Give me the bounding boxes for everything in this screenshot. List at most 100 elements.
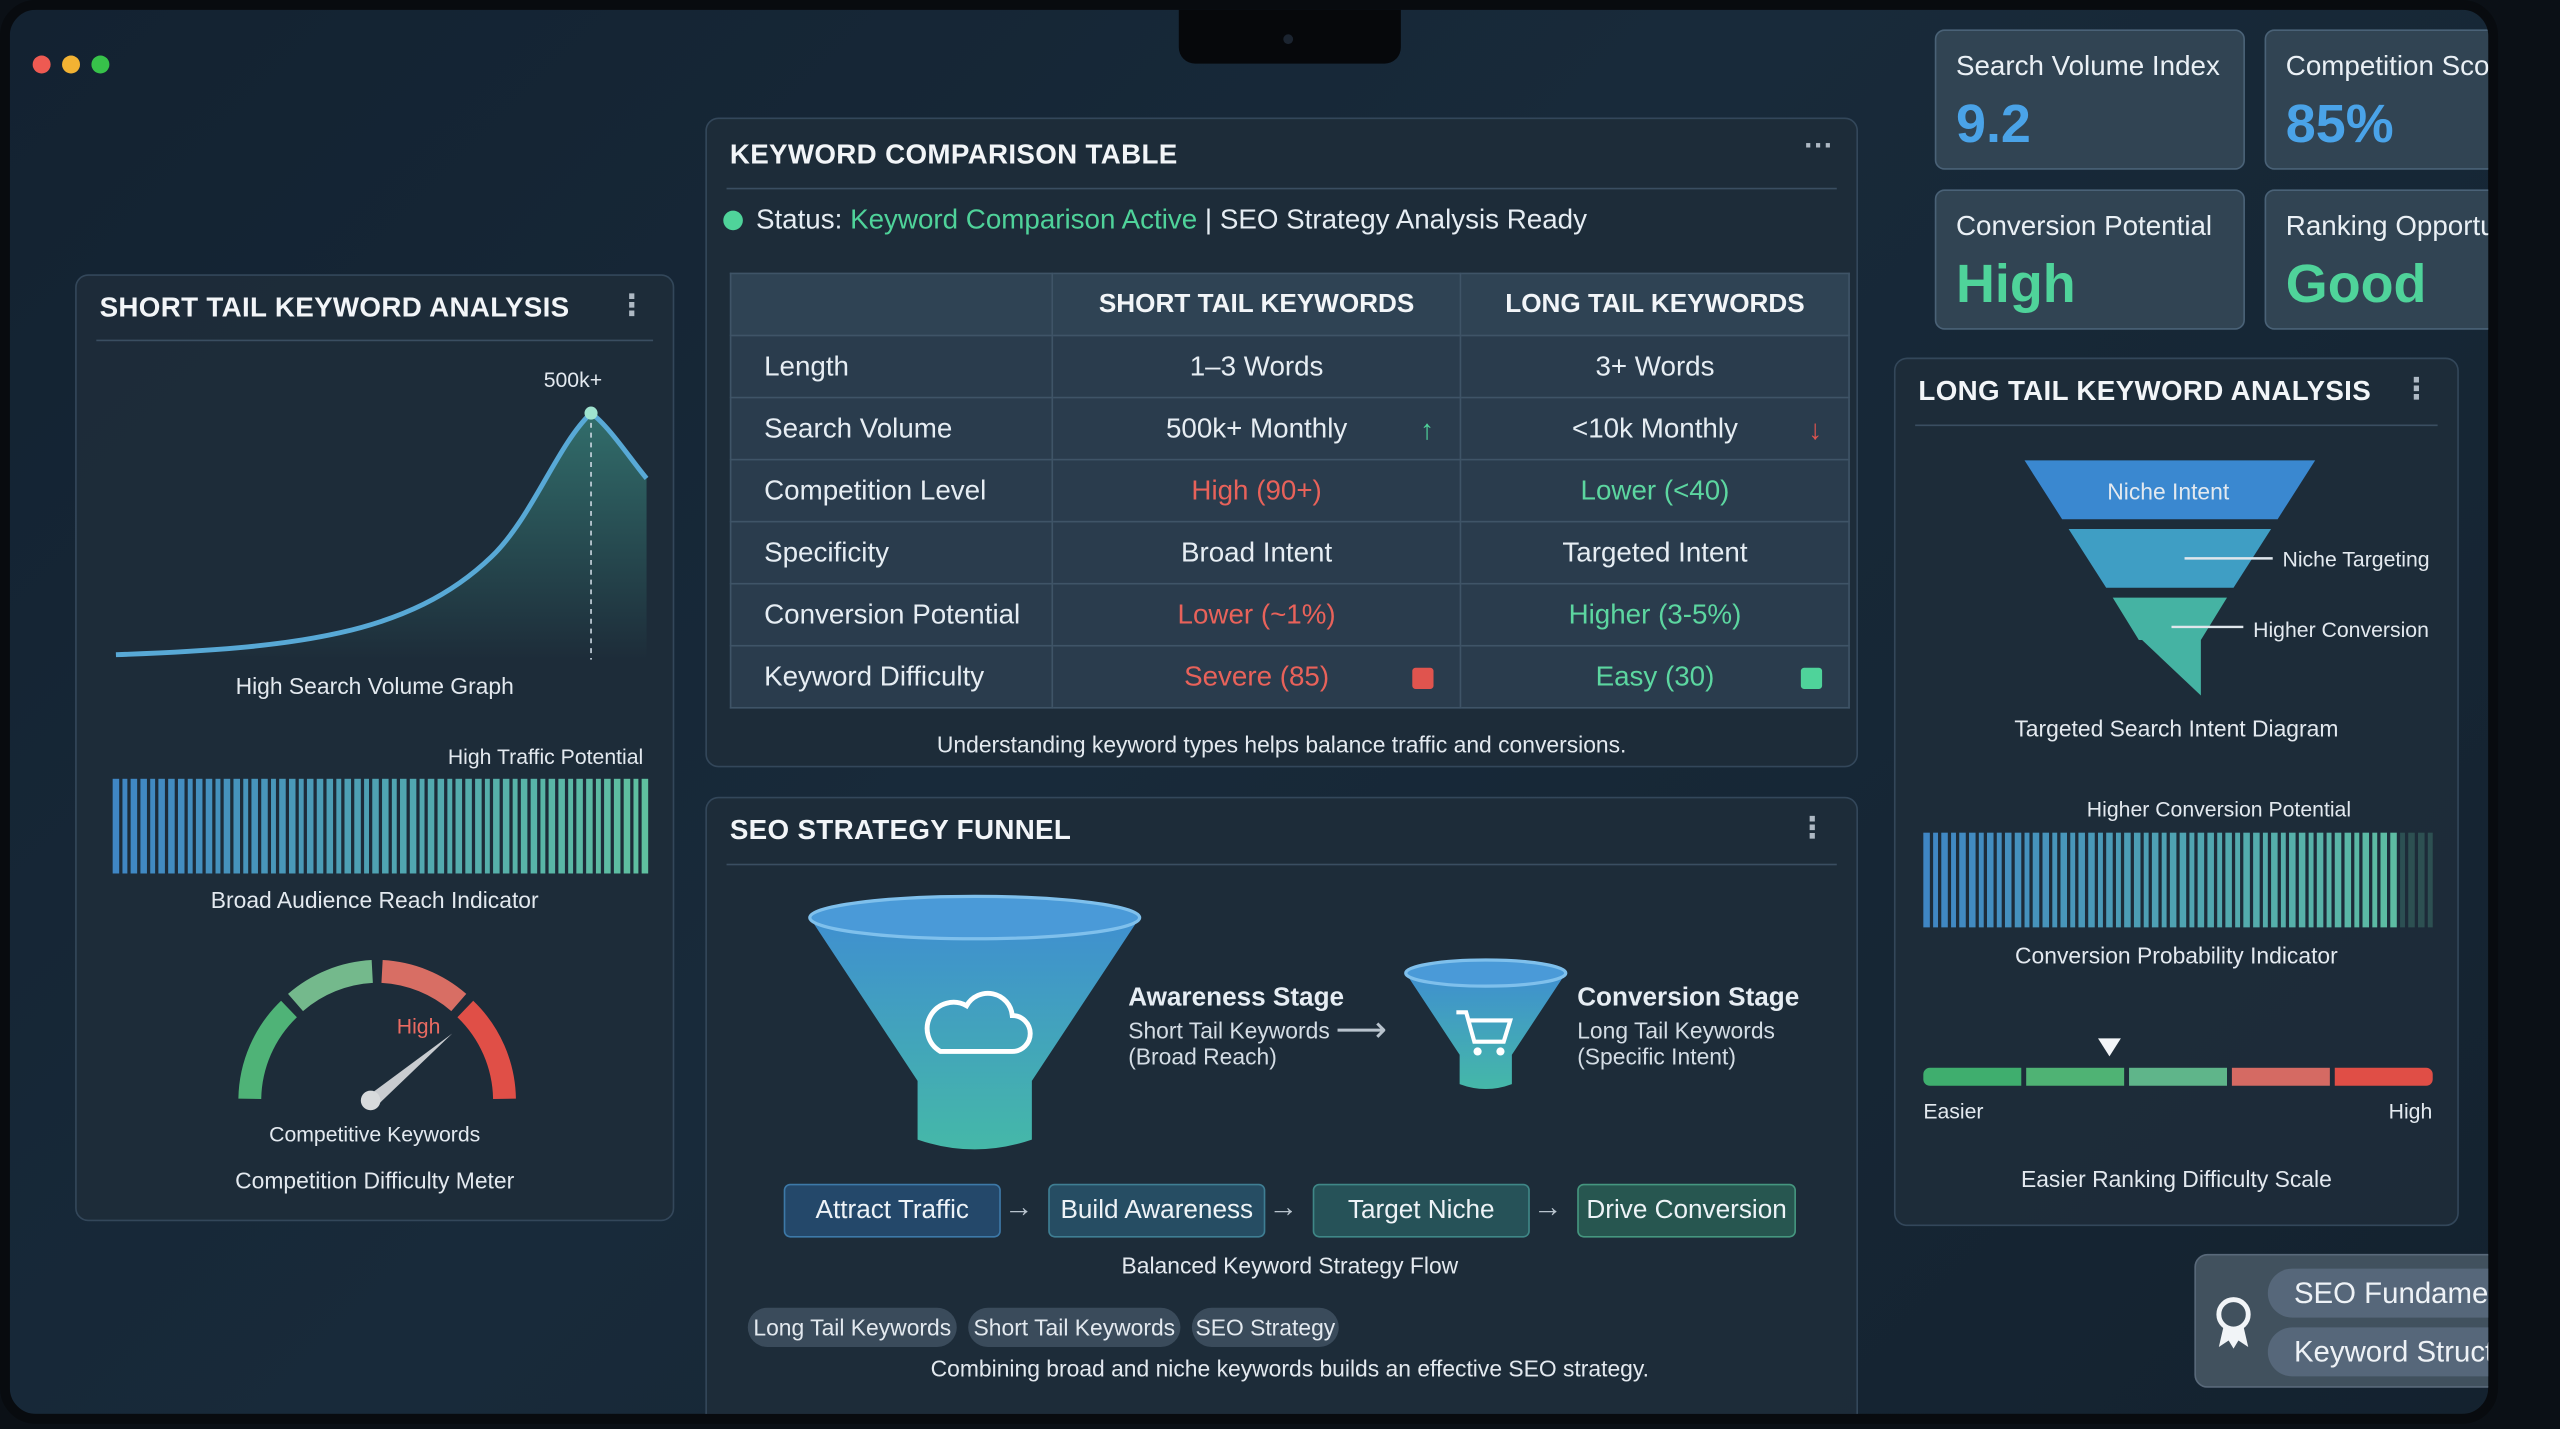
- indicator-bar: [391, 778, 398, 874]
- stat-label: Conversion Potential: [1955, 210, 2213, 242]
- indicator-bar: [214, 778, 221, 874]
- badge-item-seo-fundamentals[interactable]: SEO Fundamentals: [2267, 1268, 2489, 1318]
- awareness-title: Awareness Stage: [1128, 984, 1345, 1013]
- stat-value: High: [1955, 253, 2076, 314]
- indicator-bar: [1923, 832, 1930, 928]
- indicator-bar: [326, 778, 333, 874]
- indicator-bar: [140, 778, 147, 874]
- more-options-icon[interactable]: ⋮: [1797, 811, 1827, 845]
- indicator-bar: [270, 778, 277, 874]
- indicator-bar: [1969, 832, 1976, 928]
- search-intent-funnel: [2024, 460, 2316, 696]
- indicator-bar: [2097, 832, 2104, 928]
- divider: [96, 339, 654, 342]
- long-cell: <10k Monthly: [1572, 412, 1738, 444]
- indicator-bar: [186, 778, 193, 874]
- conversion-stage-text: Conversion Stage Long Tail Keywords (Spe…: [1577, 985, 1799, 1070]
- build-awareness-button[interactable]: Build Awareness: [1048, 1183, 1266, 1238]
- traffic-label: High Traffic Potential: [447, 744, 644, 770]
- indicator-bar: [381, 778, 388, 874]
- indicator-bar: [2234, 832, 2241, 928]
- short-cell-wrap: 500k+ Monthly ↑: [1051, 396, 1462, 461]
- stat-label: Competition Score: [2285, 50, 2499, 82]
- indicator-bar: [307, 778, 314, 874]
- potential-label: Higher Conversion Potential: [2086, 796, 2352, 822]
- indicator-bar: [2427, 832, 2433, 928]
- indicator-bar: [2225, 832, 2232, 928]
- scale-right-label: High: [2388, 1098, 2433, 1124]
- indicator-bar: [632, 778, 639, 874]
- gauge-caption: Competition Difficulty Meter: [235, 1167, 515, 1194]
- drive-conversion-button[interactable]: Drive Conversion: [1577, 1183, 1796, 1238]
- indicator-bar: [409, 778, 416, 874]
- indicator-bar: [205, 778, 212, 874]
- more-options-icon[interactable]: ⋮: [2401, 372, 2432, 405]
- more-options-icon[interactable]: ···: [1804, 128, 1834, 162]
- indicator-bar: [2024, 832, 2030, 928]
- indicator-bar: [456, 778, 463, 874]
- indicator-bar: [437, 778, 444, 874]
- indicator-bar: [149, 778, 156, 874]
- indicator-bar: [354, 778, 361, 874]
- long-cell: Targeted Intent: [1460, 520, 1850, 585]
- stat-label: Ranking Opportunity: [2285, 210, 2496, 242]
- indicator-bar: [2188, 832, 2195, 928]
- indicator-bar: [121, 778, 128, 874]
- target-niche-button[interactable]: Target Niche: [1312, 1183, 1530, 1238]
- indicator-bar: [2253, 832, 2259, 928]
- indicator-bar: [242, 778, 249, 874]
- stat-card-competition: Competition Score 85%: [2264, 29, 2499, 170]
- indicator-bar: [233, 778, 240, 874]
- indicator-bar: [2307, 832, 2314, 928]
- close-window-button[interactable]: [32, 55, 51, 74]
- indicator-bar: [2417, 832, 2424, 928]
- conversion-line1: Long Tail Keywords: [1577, 1017, 1775, 1044]
- indicator-bar: [484, 778, 491, 874]
- more-options-icon[interactable]: ⋮: [617, 288, 647, 322]
- scale-caption: Easier Ranking Difficulty Scale: [2020, 1165, 2332, 1192]
- long-cell: Higher (3-5%): [1460, 582, 1850, 647]
- indicator-bar: [2051, 832, 2058, 928]
- indicator-bar: [586, 778, 593, 874]
- stat-value: 9.2: [1955, 93, 2031, 154]
- table-row: Specificity Broad Intent Targeted Intent: [729, 520, 1850, 585]
- arrow-right-icon: →: [1004, 1190, 1034, 1223]
- indicator-bar: [1950, 832, 1957, 928]
- indicator-bar: [2207, 832, 2214, 928]
- status-line: Status: Keyword Comparison Active | SEO …: [756, 204, 1587, 237]
- indicator-bar: [641, 778, 648, 874]
- indicator-bar: [2042, 832, 2049, 928]
- indicator-bar: [2280, 832, 2287, 928]
- badge-item-keyword-structure[interactable]: Keyword Structure: [2267, 1327, 2489, 1377]
- scale-segment: [2231, 1067, 2330, 1086]
- ease-square-icon: [1800, 667, 1823, 689]
- table-row: Length 1–3 Words 3+ Words: [729, 334, 1850, 399]
- indicator-bar: [614, 778, 621, 874]
- tag-seo-strategy[interactable]: SEO Strategy: [1191, 1307, 1339, 1347]
- funnel-footnote: Combining broad and niche keywords build…: [930, 1355, 1649, 1382]
- table-header-row: SHORT TAIL KEYWORDS LONG TAIL KEYWORDS: [729, 272, 1850, 337]
- tag-short-tail[interactable]: Short Tail Keywords: [968, 1307, 1181, 1347]
- scale-left-label: Easier: [1923, 1098, 1984, 1124]
- tag-long-tail[interactable]: Long Tail Keywords: [747, 1307, 957, 1347]
- attract-traffic-button[interactable]: Attract Traffic: [783, 1183, 1001, 1238]
- arrow-up-icon: ↑: [1420, 414, 1434, 446]
- minimize-window-button[interactable]: [62, 55, 81, 74]
- row-label: Keyword Difficulty: [729, 644, 1054, 709]
- table-header: [729, 272, 1054, 337]
- long-cell: Easy (30): [1595, 660, 1715, 692]
- indicator-bar: [335, 778, 342, 874]
- comparison-table: SHORT TAIL KEYWORDS LONG TAIL KEYWORDS L…: [729, 272, 1850, 709]
- indicator-bar: [530, 778, 537, 874]
- indicator-bar: [196, 778, 203, 874]
- indicator-bar: [168, 778, 175, 874]
- status-prefix: Status:: [755, 204, 843, 236]
- conversion-probability-indicator: [1923, 832, 2433, 928]
- indicator-bar: [289, 778, 296, 874]
- reach-bar-indicator: [112, 778, 649, 874]
- arrow-right-icon: →: [1268, 1190, 1298, 1223]
- maximize-window-button[interactable]: [91, 55, 110, 74]
- indicator-bar: [112, 778, 119, 874]
- indicator-bar: [2381, 832, 2388, 928]
- gauge-sub: Competitive Keywords: [269, 1121, 481, 1147]
